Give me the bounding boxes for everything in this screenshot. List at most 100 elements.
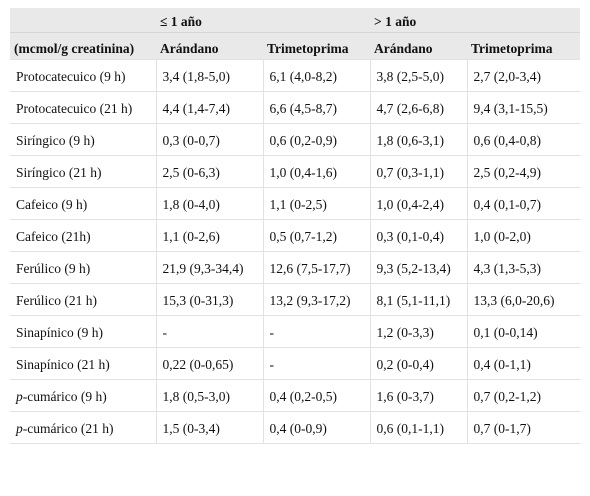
header-group-over-1-year: > 1 año	[370, 8, 581, 33]
cell-cranberry-over-1: 0,2 (0-0,4)	[369, 347, 468, 380]
row-label-prefix: p	[16, 389, 23, 404]
cell-trimethoprim-over-1: 0,6 (0,4-0,8)	[466, 123, 581, 156]
row-label-text: Protocatecuico (21 h)	[16, 101, 133, 116]
row-label: Ferúlico (21 h)	[10, 283, 156, 316]
cell-cranberry-under-1: 0,22 (0-0,65)	[155, 347, 263, 380]
cell-cranberry-over-1: 8,1 (5,1-11,1)	[369, 283, 468, 316]
row-label: Protocatecuico (9 h)	[10, 59, 156, 92]
cell-cranberry-under-1: -	[155, 315, 263, 348]
table-row: Ferúlico (21 h) 15,3 (0-31,3) 13,2 (9,3-…	[10, 283, 581, 316]
table-row: Protocatecuico (21 h) 4,4 (1,4-7,4) 6,6 …	[10, 91, 581, 124]
header-cranberry-2: Arándano	[370, 32, 468, 60]
cell-cranberry-over-1: 1,2 (0-3,3)	[369, 315, 468, 348]
header-cranberry-1: Arándano	[156, 32, 263, 60]
table-row: Sinapínico (9 h) - - 1,2 (0-3,3) 0,1 (0-…	[10, 315, 581, 348]
cell-cranberry-under-1: 1,8 (0,5-3,0)	[155, 379, 263, 412]
cell-trimethoprim-under-1: 0,5 (0,7-1,2)	[262, 219, 371, 252]
table-row: Cafeico (21h) 1,1 (0-2,6) 0,5 (0,7-1,2) …	[10, 219, 581, 252]
row-label-text: Ferúlico (21 h)	[16, 293, 97, 308]
row-label: Cafeico (9 h)	[10, 187, 156, 220]
row-label-text: Siríngico (21 h)	[16, 165, 102, 180]
cell-trimethoprim-over-1: 9,4 (3,1-15,5)	[466, 91, 581, 124]
header-column-row: (mcmol/g creatinina) Arándano Trimetopri…	[10, 32, 581, 60]
cell-trimethoprim-under-1: -	[262, 315, 371, 348]
row-label-text: -cumárico (9 h)	[22, 389, 107, 404]
row-label-text: Cafeico (21h)	[16, 229, 91, 244]
table-row: Protocatecuico (9 h) 3,4 (1,8-5,0) 6,1 (…	[10, 59, 581, 92]
cell-cranberry-over-1: 0,3 (0,1-0,4)	[369, 219, 468, 252]
cell-trimethoprim-over-1: 2,7 (2,0-3,4)	[466, 59, 581, 92]
header-empty-cell	[10, 8, 156, 33]
row-label: p-cumárico (9 h)	[10, 379, 156, 412]
cell-cranberry-over-1: 0,7 (0,3-1,1)	[369, 155, 468, 188]
cell-trimethoprim-under-1: 0,6 (0,2-0,9)	[262, 123, 371, 156]
cell-cranberry-under-1: 1,5 (0-3,4)	[155, 411, 263, 444]
row-label-text: Sinapínico (21 h)	[16, 357, 110, 372]
cell-cranberry-over-1: 4,7 (2,6-6,8)	[369, 91, 468, 124]
cell-trimethoprim-over-1: 0,4 (0-1,1)	[466, 347, 581, 380]
cell-trimethoprim-under-1: 13,2 (9,3-17,2)	[262, 283, 371, 316]
cell-trimethoprim-over-1: 0,1 (0-0,14)	[466, 315, 581, 348]
cell-trimethoprim-under-1: -	[262, 347, 371, 380]
row-label-text: -cumárico (21 h)	[22, 421, 114, 436]
row-label: Siríngico (21 h)	[10, 155, 156, 188]
table-header: ≤ 1 año > 1 año (mcmol/g creatinina) Ará…	[10, 8, 581, 60]
cell-cranberry-under-1: 4,4 (1,4-7,4)	[155, 91, 263, 124]
cell-cranberry-under-1: 0,3 (0-0,7)	[155, 123, 263, 156]
cell-cranberry-over-1: 0,6 (0,1-1,1)	[369, 411, 468, 444]
table-row: Siríngico (21 h) 2,5 (0-6,3) 1,0 (0,4-1,…	[10, 155, 581, 188]
cell-trimethoprim-over-1: 0,7 (0-1,7)	[466, 411, 581, 444]
row-label: Protocatecuico (21 h)	[10, 91, 156, 124]
header-trimethoprim-1: Trimetoprima	[263, 32, 371, 60]
row-label: Cafeico (21h)	[10, 219, 156, 252]
cell-trimethoprim-over-1: 4,3 (1,3-5,3)	[466, 251, 581, 284]
row-label: Sinapínico (9 h)	[10, 315, 156, 348]
row-label-text: Ferúlico (9 h)	[16, 261, 91, 276]
cell-cranberry-over-1: 1,6 (0-3,7)	[369, 379, 468, 412]
cell-cranberry-over-1: 9,3 (5,2-13,4)	[369, 251, 468, 284]
cell-cranberry-over-1: 3,8 (2,5-5,0)	[369, 59, 468, 92]
table-container: ≤ 1 año > 1 año (mcmol/g creatinina) Ará…	[10, 8, 581, 444]
header-group-row: ≤ 1 año > 1 año	[10, 8, 581, 33]
cell-cranberry-under-1: 21,9 (9,3-34,4)	[155, 251, 263, 284]
row-label-text: Sinapínico (9 h)	[16, 325, 103, 340]
cell-cranberry-under-1: 1,8 (0-4,0)	[155, 187, 263, 220]
cell-trimethoprim-under-1: 12,6 (7,5-17,7)	[262, 251, 371, 284]
cell-cranberry-under-1: 15,3 (0-31,3)	[155, 283, 263, 316]
cell-trimethoprim-under-1: 6,1 (4,0-8,2)	[262, 59, 371, 92]
cell-trimethoprim-over-1: 0,7 (0,2-1,2)	[466, 379, 581, 412]
cell-cranberry-under-1: 2,5 (0-6,3)	[155, 155, 263, 188]
table-body: Protocatecuico (9 h) 3,4 (1,8-5,0) 6,1 (…	[10, 59, 581, 444]
row-label-text: Protocatecuico (9 h)	[16, 69, 126, 84]
data-table: ≤ 1 año > 1 año (mcmol/g creatinina) Ará…	[10, 8, 581, 444]
table-row: Ferúlico (9 h) 21,9 (9,3-34,4) 12,6 (7,5…	[10, 251, 581, 284]
cell-trimethoprim-over-1: 2,5 (0,2-4,9)	[466, 155, 581, 188]
table-row: p-cumárico (9 h) 1,8 (0,5-3,0) 0,4 (0,2-…	[10, 379, 581, 412]
cell-trimethoprim-under-1: 1,0 (0,4-1,6)	[262, 155, 371, 188]
table-row: p-cumárico (21 h) 1,5 (0-3,4) 0,4 (0-0,9…	[10, 411, 581, 444]
cell-cranberry-under-1: 1,1 (0-2,6)	[155, 219, 263, 252]
table-row: Sinapínico (21 h) 0,22 (0-0,65) - 0,2 (0…	[10, 347, 581, 380]
cell-trimethoprim-under-1: 6,6 (4,5-8,7)	[262, 91, 371, 124]
header-unit-label: (mcmol/g creatinina)	[10, 32, 156, 60]
row-label-text: Cafeico (9 h)	[16, 197, 88, 212]
cell-trimethoprim-over-1: 13,3 (6,0-20,6)	[466, 283, 581, 316]
row-label: Ferúlico (9 h)	[10, 251, 156, 284]
cell-cranberry-under-1: 3,4 (1,8-5,0)	[155, 59, 263, 92]
cell-trimethoprim-over-1: 1,0 (0-2,0)	[466, 219, 581, 252]
cell-trimethoprim-under-1: 0,4 (0-0,9)	[262, 411, 371, 444]
row-label-prefix: p	[16, 421, 23, 436]
table-row: Siríngico (9 h) 0,3 (0-0,7) 0,6 (0,2-0,9…	[10, 123, 581, 156]
cell-trimethoprim-under-1: 1,1 (0-2,5)	[262, 187, 371, 220]
table-row: Cafeico (9 h) 1,8 (0-4,0) 1,1 (0-2,5) 1,…	[10, 187, 581, 220]
cell-cranberry-over-1: 1,0 (0,4-2,4)	[369, 187, 468, 220]
row-label: p-cumárico (21 h)	[10, 411, 156, 444]
row-label: Sinapínico (21 h)	[10, 347, 156, 380]
cell-cranberry-over-1: 1,8 (0,6-3,1)	[369, 123, 468, 156]
row-label: Siríngico (9 h)	[10, 123, 156, 156]
row-label-text: Siríngico (9 h)	[16, 133, 95, 148]
cell-trimethoprim-under-1: 0,4 (0,2-0,5)	[262, 379, 371, 412]
header-group-under-1-year: ≤ 1 año	[156, 8, 371, 33]
header-trimethoprim-2: Trimetoprima	[467, 32, 581, 60]
cell-trimethoprim-over-1: 0,4 (0,1-0,7)	[466, 187, 581, 220]
